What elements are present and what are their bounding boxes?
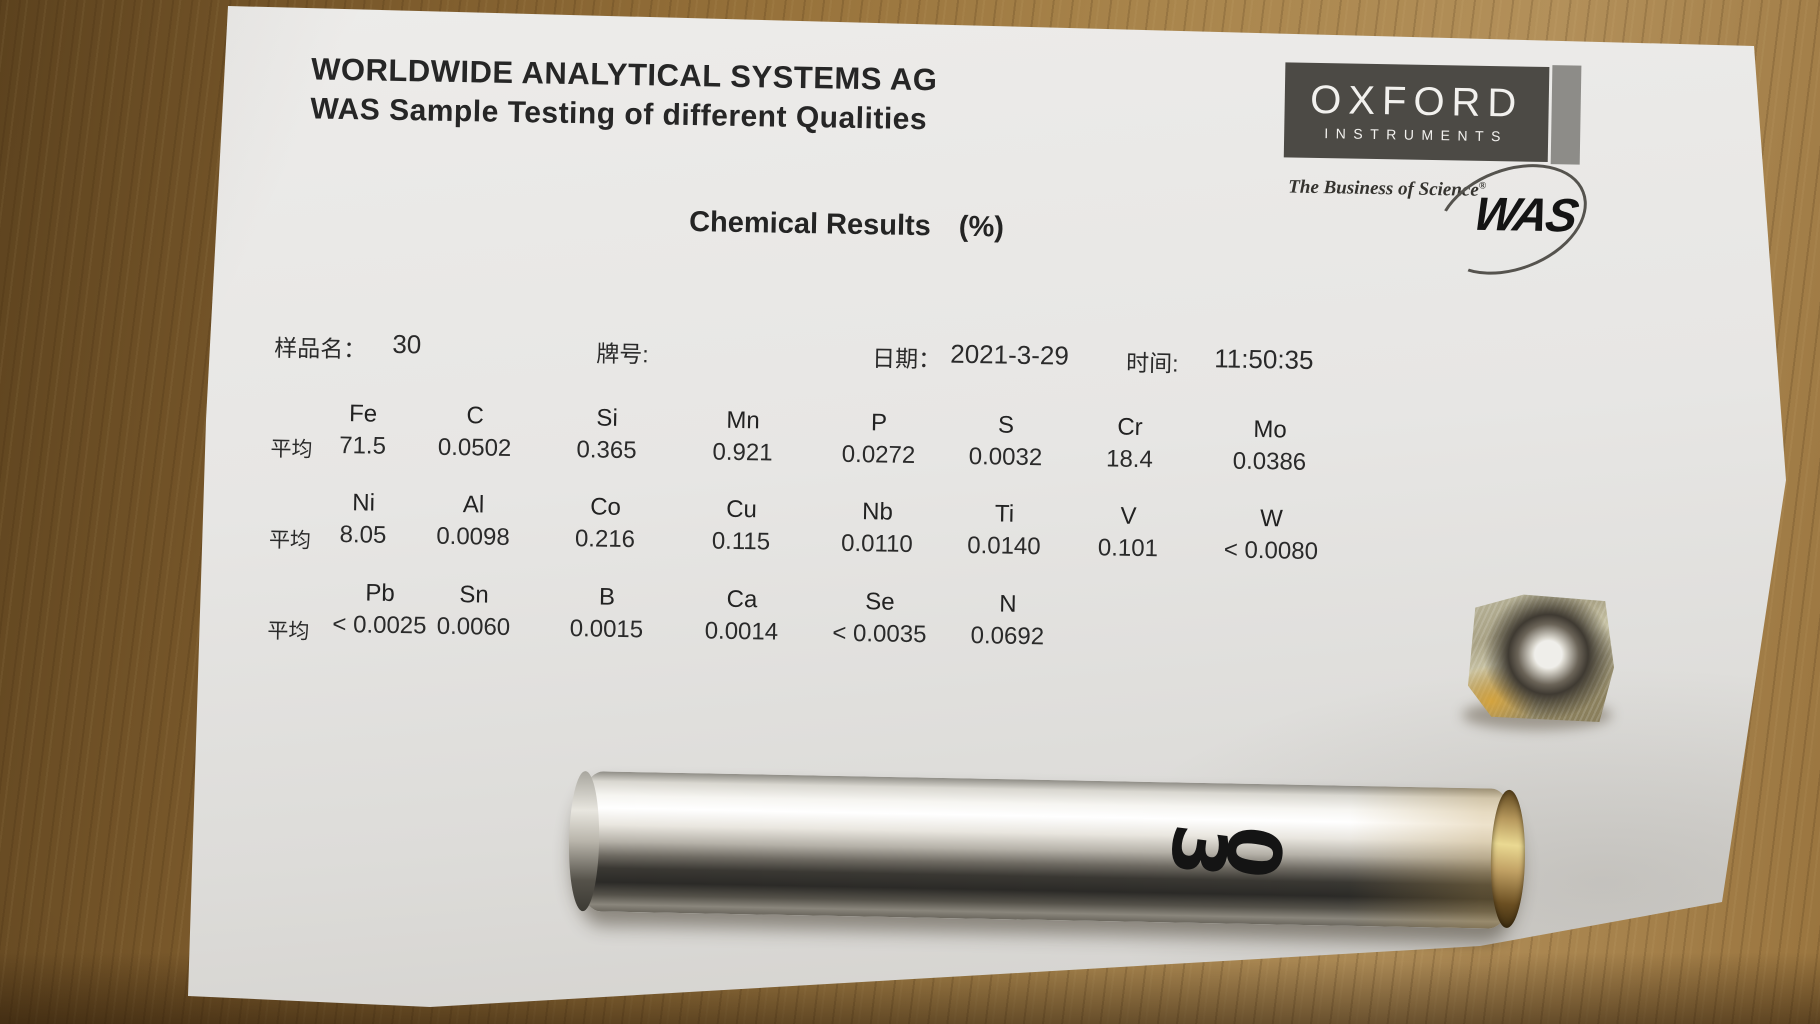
element-symbol: N: [999, 590, 1017, 618]
element-value: < 0.0080: [1223, 536, 1319, 566]
result-cell-Mo: Mo 0.0386: [1169, 414, 1370, 478]
element-symbol: W: [1259, 505, 1284, 533]
element-value: 0.0386: [1232, 447, 1307, 476]
result-cell-W: W < 0.0080: [1171, 504, 1372, 568]
sample-chip: [1468, 594, 1614, 722]
result-cell-N: N 0.0692: [907, 589, 1108, 653]
handwritten-digit: 0: [1206, 821, 1299, 883]
element-value: 0.0692: [970, 622, 1045, 651]
element-symbol: Mo: [1253, 415, 1287, 444]
